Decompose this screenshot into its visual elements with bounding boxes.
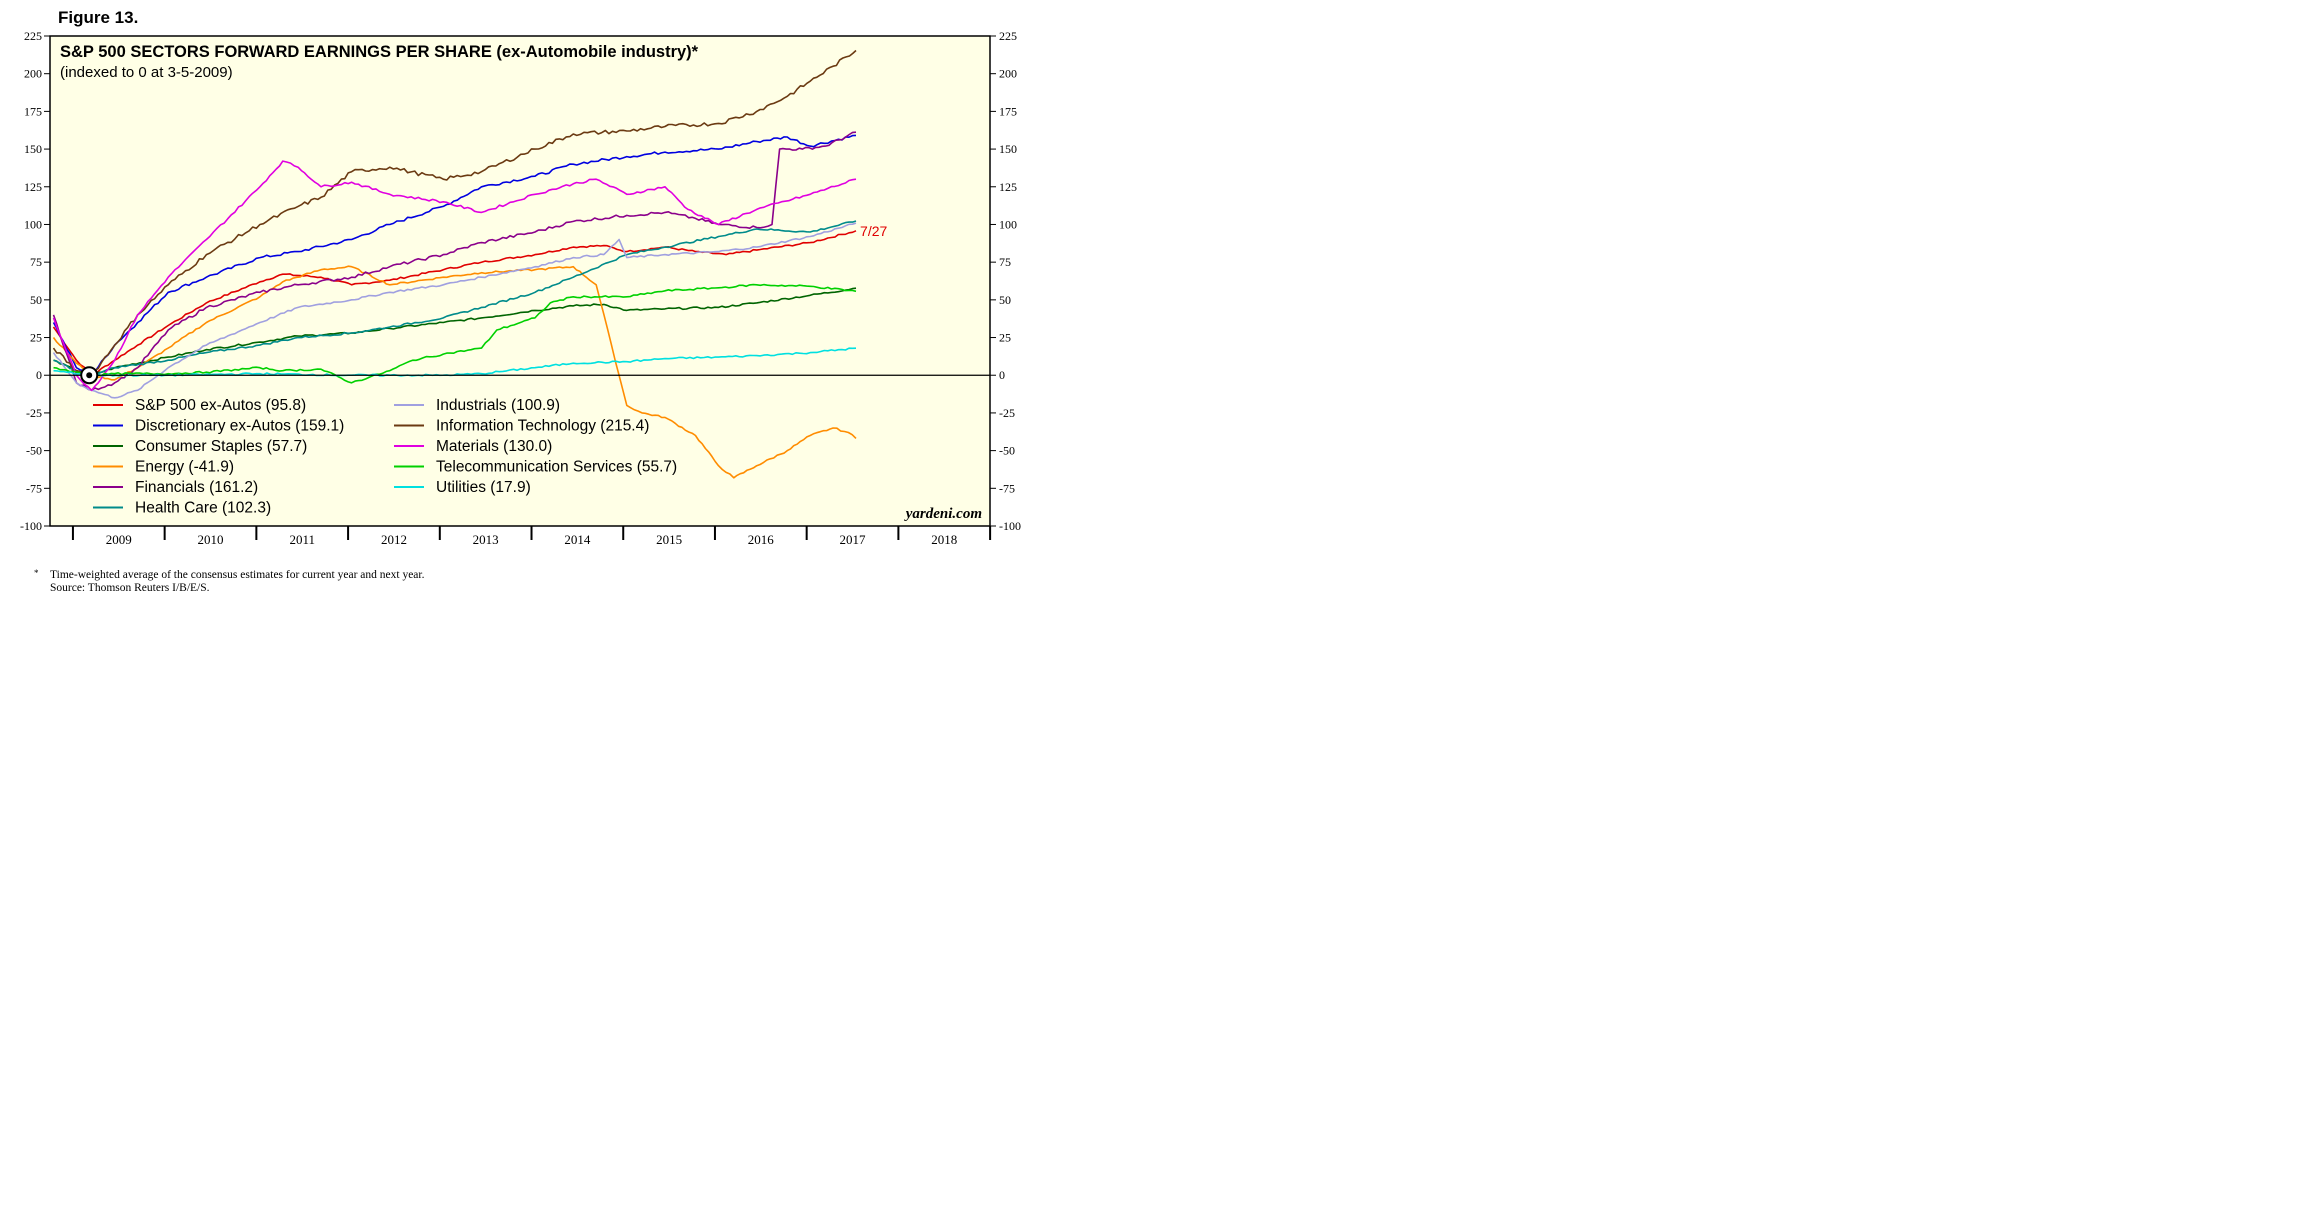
series-line [52,134,857,376]
x-tick-label: 2015 [656,532,682,547]
figure-label: Figure 13. [58,8,138,27]
series-line [52,265,857,479]
y-tick-label-left: 50 [30,293,42,307]
axis-ticks: 225 225 200 200 175 175 150 150 125 125 100 100 75 75… [20,29,1021,547]
x-tick-label: 2013 [473,532,499,547]
y-tick-label-left: 0 [36,368,42,382]
series-line [52,230,857,376]
legend-label: Telecommunication Services (55.7) [436,459,677,476]
legend-label: Financials (161.2) [135,479,258,496]
y-tick-label-right: 200 [999,67,1017,81]
y-tick-label-right: -100 [999,519,1021,533]
series-line [53,287,857,376]
index-dot [86,372,93,379]
series-line [52,222,857,399]
legend-label: Energy (-41.9) [135,459,234,476]
y-tick-label-left: -50 [26,444,42,458]
legend-label: Industrials (100.9) [436,397,560,414]
x-tick-label: 2018 [931,532,957,547]
series-line [53,283,857,384]
x-tick-label: 2017 [840,532,867,547]
y-tick-label-right: -75 [999,481,1015,495]
legend-label: Discretionary ex-Autos (159.1) [135,418,344,435]
legend-label: Materials (130.0) [436,438,552,455]
y-tick-label-left: 125 [24,180,42,194]
series-line [53,220,857,376]
y-tick-label-right: -25 [999,406,1015,420]
end-date-label: 7/27 [860,223,887,239]
y-tick-label-left: 225 [24,29,42,43]
y-tick-label-left: 75 [30,255,42,269]
legend-label: Health Care (102.3) [135,500,271,517]
y-tick-label-right: -50 [999,444,1015,458]
y-tick-label-right: 225 [999,29,1017,43]
footnote: * Time-weighted average of the consensus… [34,568,425,594]
series-line [52,49,857,376]
footnote-marker: * [34,568,39,578]
legend: S&P 500 ex-Autos (95.8) Discretionary ex-… [93,397,677,517]
y-tick-label-right: 125 [999,180,1017,194]
legend-label: S&P 500 ex-Autos (95.8) [135,397,306,414]
x-tick-label: 2014 [564,532,591,547]
footnote-source: Source: Thomson Reuters I/B/E/S. [50,582,210,594]
y-tick-label-left: 25 [30,331,42,345]
x-tick-label: 2016 [748,532,775,547]
x-tick-label: 2011 [289,532,315,547]
legend-label: Information Technology (215.4) [436,418,649,435]
y-tick-label-right: 50 [999,293,1011,307]
y-tick-label-right: 100 [999,217,1017,231]
y-tick-label-left: 200 [24,67,42,81]
y-tick-label-left: -75 [26,481,42,495]
y-tick-label-right: 75 [999,255,1011,269]
chart-title: S&P 500 SECTORS FORWARD EARNINGS PER SHA… [60,43,699,61]
y-tick-label-right: 25 [999,331,1011,345]
series-line [52,160,857,392]
series-lines [52,49,857,479]
y-tick-label-right: 175 [999,104,1017,118]
y-tick-label-left: 175 [24,104,42,118]
chart-subtitle: (indexed to 0 at 3-5-2009) [60,64,233,81]
watermark: yardeni.com [904,506,982,522]
y-tick-label-left: -100 [20,519,42,533]
y-tick-label-left: 100 [24,217,42,231]
legend-label: Utilities (17.9) [436,479,531,496]
legend-label: Consumer Staples (57.7) [135,438,307,455]
x-tick-label: 2012 [381,532,407,547]
y-tick-label-right: 150 [999,142,1017,156]
x-tick-label: 2009 [106,532,132,547]
y-tick-label-left: 150 [24,142,42,156]
y-tick-label-left: -25 [26,406,42,420]
x-tick-label: 2010 [198,532,224,547]
plot-area [49,35,991,527]
series-line [52,131,857,392]
y-tick-label-right: 0 [999,368,1005,382]
index-point-marker [80,366,99,385]
footnote-text: Time-weighted average of the consensus e… [50,569,425,581]
